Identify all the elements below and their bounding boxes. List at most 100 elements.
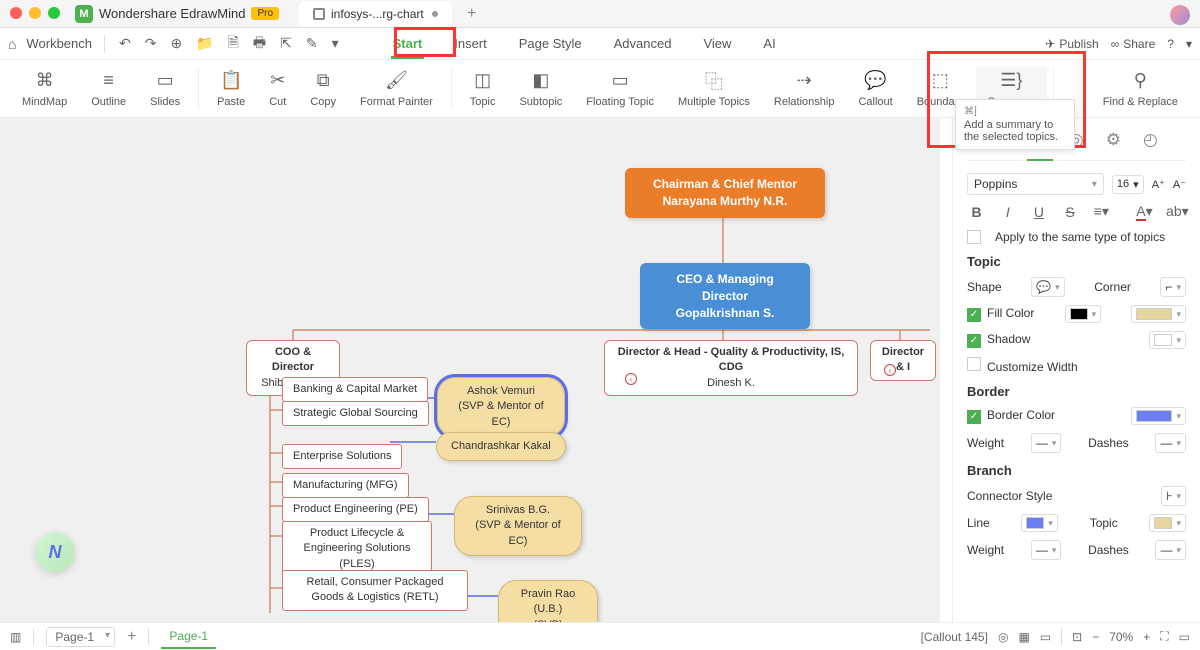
pages-icon[interactable]: ▥: [10, 630, 21, 644]
new-tab-button[interactable]: +: [460, 2, 484, 26]
increase-font-icon[interactable]: A⁺: [1152, 178, 1165, 191]
apply-same-checkbox[interactable]: [967, 230, 981, 244]
canvas[interactable]: Chairman & Chief Mentor Narayana Murthy …: [0, 118, 940, 622]
undo-icon[interactable]: ↶: [117, 35, 133, 52]
new-file-icon[interactable]: ⊕: [168, 35, 184, 52]
topic-button[interactable]: ◫Topic: [458, 66, 508, 112]
help-icon[interactable]: ?: [1167, 37, 1174, 51]
find-replace-button[interactable]: ⚲Find & Replace: [1091, 66, 1190, 112]
fill-color-1[interactable]: ▾: [1065, 305, 1102, 323]
collapse-indicator-icon[interactable]: ‹: [625, 373, 637, 385]
border-color-select[interactable]: ▾: [1131, 407, 1186, 425]
floating-topic-button[interactable]: ▭Floating Topic: [574, 66, 666, 112]
present-icon[interactable]: ▭: [1179, 630, 1190, 644]
menu-advanced[interactable]: Advanced: [612, 32, 674, 55]
callout-button[interactable]: 💬Callout: [846, 66, 904, 112]
multiple-topics-button[interactable]: ⿻Multiple Topics: [666, 66, 762, 112]
corner-select[interactable]: ⌐▾: [1160, 277, 1186, 297]
tab-gear-icon[interactable]: ⚙: [1104, 128, 1123, 152]
publish-button[interactable]: ✈Publish: [1045, 37, 1098, 51]
workbench-link[interactable]: Workbench: [26, 36, 92, 51]
leaf-ples[interactable]: Product Lifecycle & Engineering Solution…: [282, 521, 432, 577]
shadow-select[interactable]: ▾: [1149, 331, 1186, 349]
target-icon[interactable]: ◎: [998, 630, 1008, 644]
mode-mindmap[interactable]: ⌘MindMap: [10, 66, 79, 112]
strike-icon[interactable]: S: [1061, 204, 1080, 220]
more-icon[interactable]: ▾: [330, 35, 341, 52]
cut-button[interactable]: ✂Cut: [257, 66, 298, 112]
leaf-retl[interactable]: Retail, Consumer Packaged Goods & Logist…: [282, 570, 468, 611]
print-icon[interactable]: 🖶: [251, 32, 268, 56]
zoom-out-icon[interactable]: −: [1092, 630, 1099, 644]
add-page-button[interactable]: +: [127, 628, 136, 646]
shadow-checkbox[interactable]: ✓: [967, 334, 981, 348]
mode-outline[interactable]: ≡Outline: [79, 66, 138, 112]
close-window-icon[interactable]: [10, 7, 22, 19]
format-painter-button[interactable]: 🖌Format Painter: [348, 66, 445, 112]
subtopic-button[interactable]: ◧Subtopic: [507, 66, 574, 112]
view-icon[interactable]: ▭: [1040, 630, 1051, 644]
line-color-select[interactable]: ▾: [1021, 514, 1058, 532]
paste-button[interactable]: 📋Paste: [205, 66, 257, 112]
node-srinivas[interactable]: Srinivas B.G. (SVP & Mentor of EC): [454, 496, 582, 556]
menu-view[interactable]: View: [701, 32, 733, 55]
edit-icon[interactable]: ✎: [304, 35, 320, 52]
zoom-in-icon[interactable]: +: [1143, 630, 1150, 644]
grid-icon[interactable]: ▦: [1018, 630, 1029, 644]
open-folder-icon[interactable]: 📁: [194, 35, 215, 52]
zoom-fit-icon[interactable]: ⊡: [1072, 630, 1082, 644]
italic-icon[interactable]: I: [998, 204, 1017, 220]
fullscreen-icon[interactable]: ⛶: [1160, 629, 1168, 644]
connector-style-select[interactable]: ⊦▾: [1161, 486, 1186, 506]
copy-button[interactable]: ⧉Copy: [298, 66, 348, 112]
redo-icon[interactable]: ↷: [143, 35, 159, 52]
node-chandra[interactable]: Chandrashkar Kakal: [436, 432, 566, 461]
maximize-window-icon[interactable]: [48, 7, 60, 19]
assistant-fab[interactable]: N: [35, 532, 75, 572]
menu-start[interactable]: Start: [391, 32, 425, 55]
share-button[interactable]: ∞Share: [1111, 37, 1156, 51]
node-pravin[interactable]: Pravin Rao (U.B.) (SVP): [498, 580, 598, 622]
tab-clock-icon[interactable]: ◴: [1141, 128, 1160, 152]
topic-color-select[interactable]: ▾: [1149, 514, 1186, 532]
leaf-pe[interactable]: Product Engineering (PE): [282, 497, 429, 522]
highlight-icon[interactable]: ab▾: [1166, 203, 1186, 220]
node-ashok[interactable]: Ashok Vemuri (SVP & Mentor of EC): [437, 377, 565, 437]
page-selector[interactable]: Page-1: [46, 627, 115, 647]
border-dashes-select[interactable]: —▾: [1155, 433, 1186, 453]
underline-icon[interactable]: U: [1029, 204, 1048, 220]
relationship-button[interactable]: ⇢Relationship: [762, 66, 847, 112]
collapse-indicator-icon-2[interactable]: ‹: [884, 364, 896, 376]
home-icon[interactable]: ⌂: [8, 36, 16, 52]
leaf-mfg[interactable]: Manufacturing (MFG): [282, 473, 409, 498]
leaf-sourcing[interactable]: Strategic Global Sourcing: [282, 401, 429, 426]
menu-page-style[interactable]: Page Style: [517, 32, 584, 55]
node-ceo[interactable]: CEO & Managing Director Gopalkrishnan S.: [640, 263, 810, 329]
node-director-quality[interactable]: Director & Head - Quality & Productivity…: [604, 340, 858, 396]
mode-slides[interactable]: ▭Slides: [138, 66, 192, 112]
page-tab[interactable]: Page-1: [161, 625, 216, 649]
node-director-r[interactable]: Director & I: [870, 340, 936, 381]
decrease-font-icon[interactable]: A⁻: [1173, 178, 1186, 191]
leaf-banking[interactable]: Banking & Capital Market: [282, 377, 428, 402]
border-weight-select[interactable]: —▾: [1031, 433, 1062, 453]
fill-color-2[interactable]: ▾: [1131, 305, 1186, 323]
zoom-level[interactable]: 70%: [1109, 630, 1133, 644]
font-select[interactable]: Poppins▾: [967, 173, 1104, 195]
minimize-window-icon[interactable]: [29, 7, 41, 19]
menu-insert[interactable]: Insert: [452, 32, 489, 55]
font-size-select[interactable]: 16▾: [1112, 175, 1144, 194]
save-icon[interactable]: 🗎: [226, 32, 241, 56]
node-chairman[interactable]: Chairman & Chief Mentor Narayana Murthy …: [625, 168, 825, 218]
shape-select[interactable]: 💬▾: [1031, 277, 1064, 297]
leaf-enterprise[interactable]: Enterprise Solutions: [282, 444, 402, 469]
export-icon[interactable]: ⇱: [278, 35, 294, 52]
user-avatar[interactable]: [1170, 5, 1190, 25]
fill-checkbox[interactable]: ✓: [967, 308, 981, 322]
align-icon[interactable]: ≡▾: [1092, 203, 1111, 220]
width-checkbox[interactable]: [967, 357, 981, 371]
menu-ai[interactable]: AI: [761, 32, 777, 55]
branch-weight-select[interactable]: —▾: [1031, 540, 1062, 560]
text-color-icon[interactable]: A▾: [1135, 203, 1154, 220]
border-checkbox[interactable]: ✓: [967, 410, 981, 424]
